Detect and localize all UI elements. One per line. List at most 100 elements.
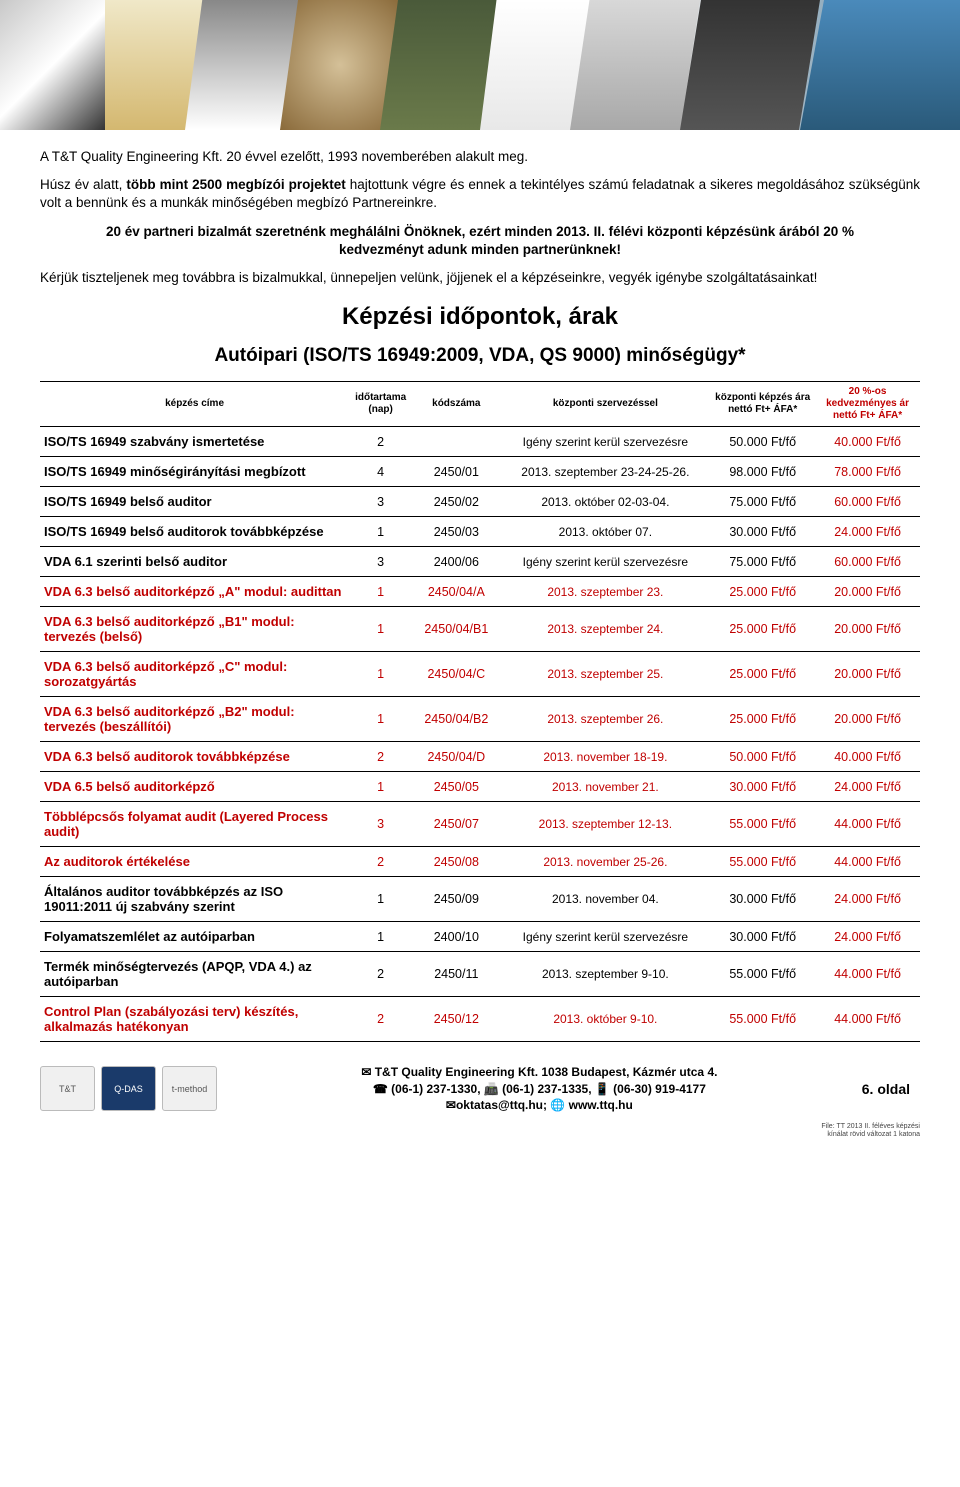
header-banner-image: [0, 0, 960, 130]
code-cell: [412, 427, 500, 457]
date-cell: 2013. november 25-26.: [500, 847, 710, 877]
date-cell: 2013. szeptember 26.: [500, 697, 710, 742]
price-cell: 30.000 Ft/fő: [710, 877, 815, 922]
code-cell: 2450/04/B1: [412, 607, 500, 652]
code-cell: 2450/04/C: [412, 652, 500, 697]
disc-cell: 78.000 Ft/fő: [815, 457, 920, 487]
table-row: VDA 6.3 belső auditorok továbbképzése224…: [40, 742, 920, 772]
code-cell: 2400/06: [412, 547, 500, 577]
price-cell: 30.000 Ft/fő: [710, 922, 815, 952]
title-cell-cell: VDA 6.3 belső auditorképző „B1" modul: t…: [40, 607, 349, 652]
logo-tmethod: t-method: [162, 1066, 217, 1111]
days-cell: 2: [349, 952, 412, 997]
code-cell: 2450/03: [412, 517, 500, 547]
date-cell: 2013. október 07.: [500, 517, 710, 547]
date-cell: Igény szerint kerül szervezésre: [500, 922, 710, 952]
page-footer: T&T Q-DAS t-method ✉ T&T Quality Enginee…: [0, 1056, 960, 1123]
price-cell: 25.000 Ft/fő: [710, 607, 815, 652]
days-cell: 3: [349, 802, 412, 847]
table-row: Az auditorok értékelése22450/082013. nov…: [40, 847, 920, 877]
code-cell: 2450/01: [412, 457, 500, 487]
table-row: ISO/TS 16949 belső auditor32450/022013. …: [40, 487, 920, 517]
title-cell-cell: VDA 6.3 belső auditorok továbbképzése: [40, 742, 349, 772]
price-cell: 55.000 Ft/fő: [710, 997, 815, 1042]
code-cell: 2450/02: [412, 487, 500, 517]
price-cell: 75.000 Ft/fő: [710, 547, 815, 577]
days-cell: 2: [349, 847, 412, 877]
table-header-row: képzés címe időtartama (nap) kódszáma kö…: [40, 382, 920, 427]
footer-info: ✉ T&T Quality Engineering Kft. 1038 Buda…: [227, 1064, 852, 1113]
date-cell: 2013. szeptember 23-24-25-26.: [500, 457, 710, 487]
code-cell: 2450/04/A: [412, 577, 500, 607]
code-cell: 2400/10: [412, 922, 500, 952]
table-row: VDA 6.3 belső auditorképző „A" modul: au…: [40, 577, 920, 607]
date-cell: 2013. október 02-03-04.: [500, 487, 710, 517]
th-price: központi képzés ára nettó Ft+ ÁFA*: [710, 382, 815, 427]
footer-line-2: ☎ (06-1) 237-1330, 📠 (06-1) 237-1335, 📱 …: [227, 1081, 852, 1097]
days-cell: 1: [349, 772, 412, 802]
table-row: VDA 6.1 szerinti belső auditor32400/06Ig…: [40, 547, 920, 577]
code-cell: 2450/05: [412, 772, 500, 802]
logo-qdas: Q-DAS: [101, 1066, 156, 1111]
date-cell: 2013. november 04.: [500, 877, 710, 922]
intro-paragraph-4: Kérjük tiszteljenek meg továbbra is biza…: [40, 269, 920, 287]
days-cell: 2: [349, 742, 412, 772]
title-cell-cell: Control Plan (szabályozási terv) készíté…: [40, 997, 349, 1042]
days-cell: 3: [349, 487, 412, 517]
title-cell-cell: VDA 6.1 szerinti belső auditor: [40, 547, 349, 577]
days-cell: 1: [349, 877, 412, 922]
disc-cell: 24.000 Ft/fő: [815, 517, 920, 547]
disc-cell: 40.000 Ft/fő: [815, 427, 920, 457]
code-cell: 2450/04/B2: [412, 697, 500, 742]
days-cell: 1: [349, 652, 412, 697]
footer-file-note: File: TT 2013 II. féléves képzési kínála…: [0, 1123, 960, 1138]
footer-line-3: ✉oktatas@ttq.hu; 🌐 www.ttq.hu: [227, 1097, 852, 1113]
date-cell: 2013. szeptember 9-10.: [500, 952, 710, 997]
pricing-table: képzés címe időtartama (nap) kódszáma kö…: [40, 381, 920, 1042]
table-row: Folyamatszemlélet az autóiparban12400/10…: [40, 922, 920, 952]
page-number: 6. oldal: [862, 1081, 920, 1097]
disc-cell: 44.000 Ft/fő: [815, 952, 920, 997]
code-cell: 2450/12: [412, 997, 500, 1042]
days-cell: 2: [349, 427, 412, 457]
disc-cell: 44.000 Ft/fő: [815, 802, 920, 847]
disc-cell: 24.000 Ft/fő: [815, 772, 920, 802]
date-cell: 2013. november 18-19.: [500, 742, 710, 772]
days-cell: 1: [349, 922, 412, 952]
th-days: időtartama (nap): [349, 382, 412, 427]
intro-text-1: A T&T Quality Engineering Kft. 20 évvel …: [40, 149, 528, 164]
table-row: ISO/TS 16949 minőségirányítási megbízott…: [40, 457, 920, 487]
days-cell: 1: [349, 517, 412, 547]
disc-cell: 60.000 Ft/fő: [815, 547, 920, 577]
disc-cell: 60.000 Ft/fő: [815, 487, 920, 517]
intro-bold-paragraph: 20 év partneri bizalmát szeretnénk meghá…: [100, 223, 860, 259]
footer-logos: T&T Q-DAS t-method: [40, 1066, 217, 1111]
table-row: Termék minőségtervezés (APQP, VDA 4.) az…: [40, 952, 920, 997]
days-cell: 1: [349, 607, 412, 652]
table-row: VDA 6.3 belső auditorképző „C" modul: so…: [40, 652, 920, 697]
price-cell: 30.000 Ft/fő: [710, 517, 815, 547]
price-cell: 25.000 Ft/fő: [710, 577, 815, 607]
intro-text-2: Húsz év alatt, több mint 2500 megbízói p…: [40, 177, 920, 210]
logo-tt: T&T: [40, 1066, 95, 1111]
price-cell: 55.000 Ft/fő: [710, 952, 815, 997]
days-cell: 1: [349, 577, 412, 607]
days-cell: 1: [349, 697, 412, 742]
price-cell: 25.000 Ft/fő: [710, 652, 815, 697]
date-cell: 2013. október 9-10.: [500, 997, 710, 1042]
sub-title: Autóipari (ISO/TS 16949:2009, VDA, QS 90…: [40, 345, 920, 367]
code-cell: 2450/11: [412, 952, 500, 997]
table-row: VDA 6.5 belső auditorképző12450/052013. …: [40, 772, 920, 802]
title-cell-cell: VDA 6.3 belső auditorképző „B2" modul: t…: [40, 697, 349, 742]
disc-cell: 40.000 Ft/fő: [815, 742, 920, 772]
title-cell-cell: ISO/TS 16949 belső auditor: [40, 487, 349, 517]
th-title: képzés címe: [40, 382, 349, 427]
title-cell-cell: Termék minőségtervezés (APQP, VDA 4.) az…: [40, 952, 349, 997]
date-cell: Igény szerint kerül szervezésre: [500, 427, 710, 457]
title-cell-cell: ISO/TS 16949 szabvány ismertetése: [40, 427, 349, 457]
disc-cell: 20.000 Ft/fő: [815, 577, 920, 607]
th-date: központi szervezéssel: [500, 382, 710, 427]
table-row: VDA 6.3 belső auditorképző „B1" modul: t…: [40, 607, 920, 652]
days-cell: 4: [349, 457, 412, 487]
price-cell: 55.000 Ft/fő: [710, 847, 815, 877]
